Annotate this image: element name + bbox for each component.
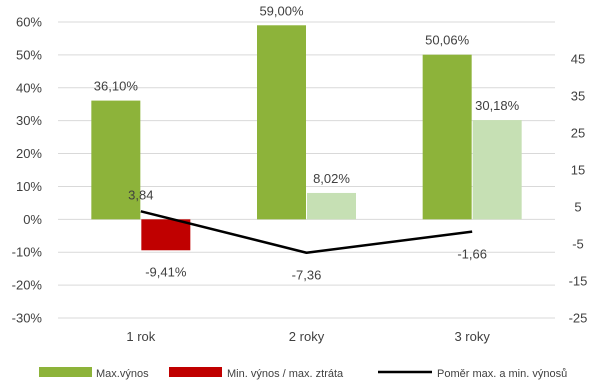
data-label-min: 30,18% [475, 98, 520, 113]
data-label-ratio: -1,66 [457, 247, 487, 262]
y-left-tick-label: -20% [12, 278, 43, 293]
x-tick-label: 2 roky [289, 329, 325, 344]
bar-max [257, 25, 306, 220]
legend-label-min: Min. výnos / max. ztráta [227, 368, 344, 380]
y-left-tick-label: 40% [16, 80, 42, 95]
y-left-tick-label: 10% [16, 179, 42, 194]
y-left-tick-label: 30% [16, 113, 42, 128]
y-left-tick-label: -30% [12, 311, 43, 326]
data-label-ratio: -7,36 [292, 268, 322, 283]
legend-swatch-max [39, 367, 92, 377]
y-right-tick-label: 35 [571, 89, 585, 104]
data-label-max: 50,06% [425, 33, 470, 48]
bar-max [91, 100, 141, 220]
x-tick-label: 3 roky [454, 329, 490, 344]
bar-min [472, 120, 522, 220]
line-ratio [140, 210, 473, 254]
y-left-tick-label: -10% [12, 245, 43, 260]
legend-label-max: Max.výnos [96, 368, 149, 380]
y-right-tick-label: 25 [571, 126, 585, 141]
bar-max [422, 54, 472, 220]
legend-label-line: Poměr max. a min. výnosů [437, 368, 567, 380]
y-right-tick-label: 45 [571, 52, 585, 67]
y-right-tick-label: 5 [574, 200, 581, 215]
y-left-tick-label: 50% [16, 47, 42, 62]
x-tick-label: 1 rok [126, 329, 155, 344]
data-label-min: -9,41% [145, 264, 187, 279]
bar-min [141, 219, 191, 251]
y-left-tick-label: 20% [16, 146, 42, 161]
y-left-tick-label: 60% [16, 15, 42, 30]
data-label-ratio: 3,84 [128, 187, 153, 202]
y-right-tick-label: -25 [569, 311, 588, 326]
y-left-tick-label: 0% [23, 212, 42, 227]
y-right-tick-label: -15 [569, 274, 588, 289]
legend-swatch-min [169, 367, 222, 377]
data-label-max: 59,00% [259, 3, 304, 18]
data-label-min: 8,02% [313, 171, 350, 186]
y-right-tick-label: 15 [571, 163, 585, 178]
data-label-max: 36,10% [94, 79, 139, 94]
y-right-tick-label: -5 [572, 237, 584, 252]
bar-min [307, 192, 356, 220]
